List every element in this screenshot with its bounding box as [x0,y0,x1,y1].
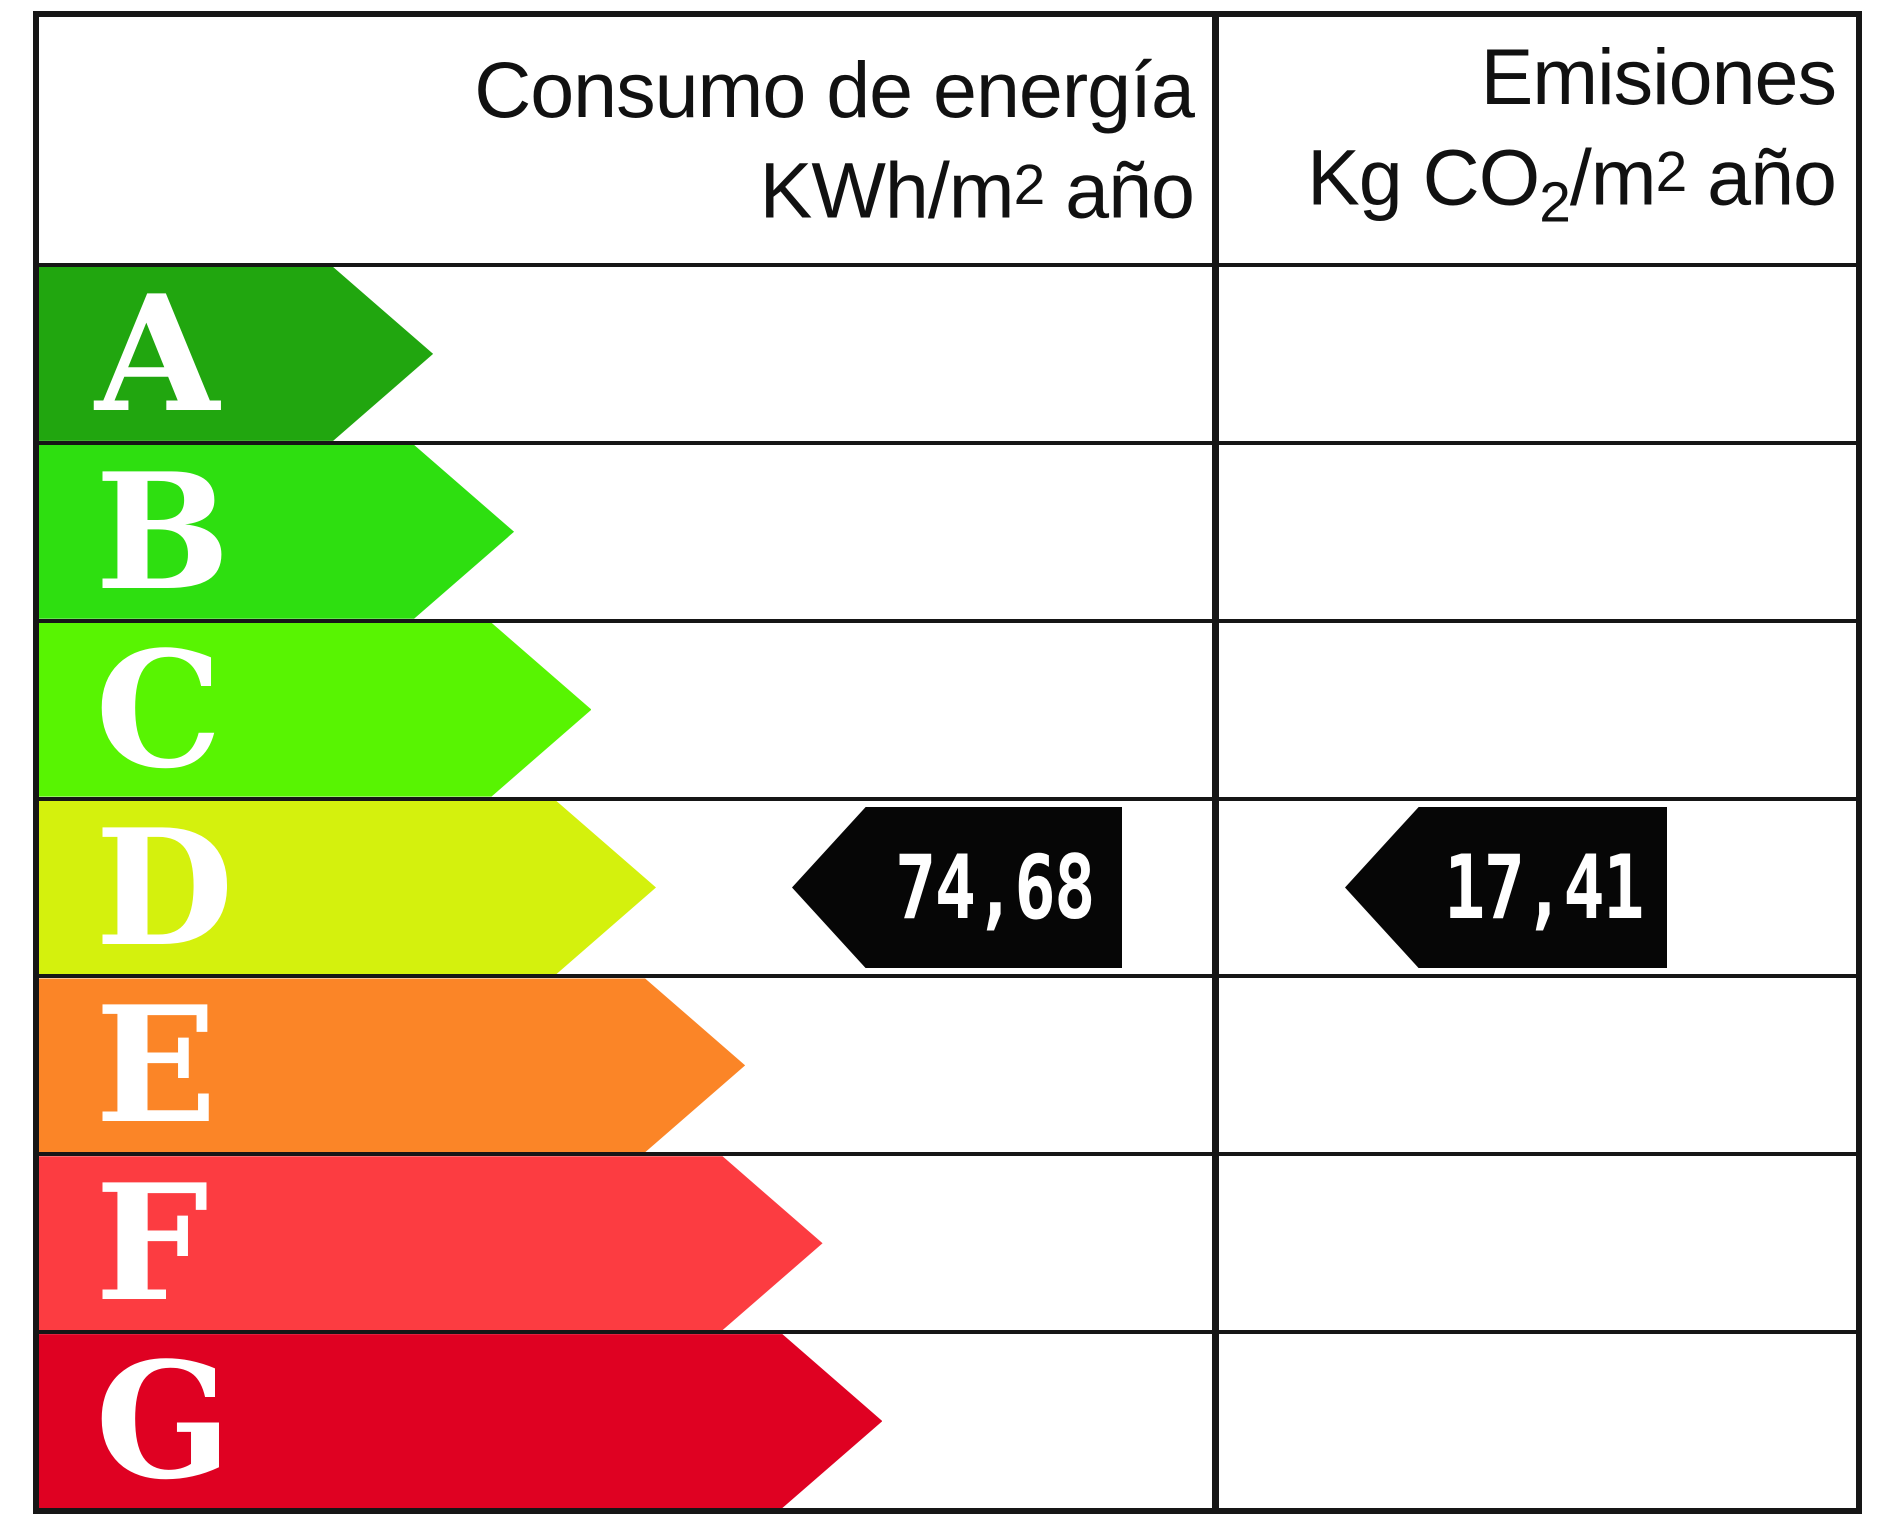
energy-cell: D 74,68 [39,800,1219,975]
rating-letter: G [95,1327,232,1516]
rating-letter: F [95,1149,209,1338]
emissions-column-units: Kg CO2/m2 año [1307,125,1837,252]
energy-rating-label: Consumo de energía KWh/m2 año Emisiones … [33,11,1862,1514]
rating-arrow: C [39,623,591,797]
rating-arrow: A [39,267,433,441]
rating-row: C [39,618,1856,797]
rating-arrow: G [39,1334,882,1508]
emissions-units-suffix: año [1686,132,1837,222]
rating-row: E [39,974,1856,1153]
rating-arrow: B [39,445,514,619]
emissions-cell [1219,445,1856,619]
rating-letter: A [95,259,220,448]
emissions-column-title: Emisiones [1480,31,1837,121]
rating-row: A [39,263,1856,441]
emissions-units-exponent: 2 [1655,140,1688,204]
energy-value-marker: 74,68 [792,806,1122,969]
emissions-units-mid: /m [1569,132,1657,222]
rating-rows: A B C [39,263,1856,1509]
emissions-cell: 17,41 [1219,801,1856,975]
emissions-value-marker: 17,41 [1345,806,1667,969]
emissions-units-prefix: Kg CO [1307,132,1540,222]
emissions-column-header: Emisiones Kg CO2/m2 año [1219,17,1856,263]
energy-column-header: Consumo de energía KWh/m2 año [39,17,1219,263]
energy-column-title: Consumo de energía [474,44,1195,134]
rating-letter: E [95,971,217,1160]
rating-row: F [39,1152,1856,1331]
emissions-cell [1219,978,1856,1152]
emissions-cell [1219,1334,1856,1508]
rating-arrow: D [39,801,656,975]
energy-units-suffix: año [1044,145,1195,235]
rating-row: D 74,68 17,41 [39,796,1856,975]
rating-row: B [39,440,1856,619]
energy-cell: C [39,622,1219,797]
rating-arrow: F [39,1156,823,1330]
emissions-cell [1219,267,1856,441]
emissions-value: 17,41 [1443,836,1644,939]
rating-arrow: E [39,978,745,1152]
emissions-cell [1219,1156,1856,1330]
emissions-cell [1219,623,1856,797]
energy-column-units: KWh/m2 año [759,138,1195,238]
energy-value: 74,68 [894,836,1095,939]
energy-units-exponent: 2 [1013,153,1046,217]
energy-cell: E [39,978,1219,1153]
header-row: Consumo de energía KWh/m2 año Emisiones … [39,17,1856,263]
energy-cell: A [39,267,1219,441]
rating-letter: C [95,615,223,804]
energy-cell: G [39,1334,1219,1509]
energy-units-prefix: KWh/m [759,145,1015,235]
energy-cell: F [39,1156,1219,1331]
rating-row: G [39,1330,1856,1509]
emissions-units-subscript: 2 [1539,171,1571,235]
energy-cell: B [39,444,1219,619]
rating-letter: D [95,793,234,982]
rating-letter: B [95,437,231,626]
